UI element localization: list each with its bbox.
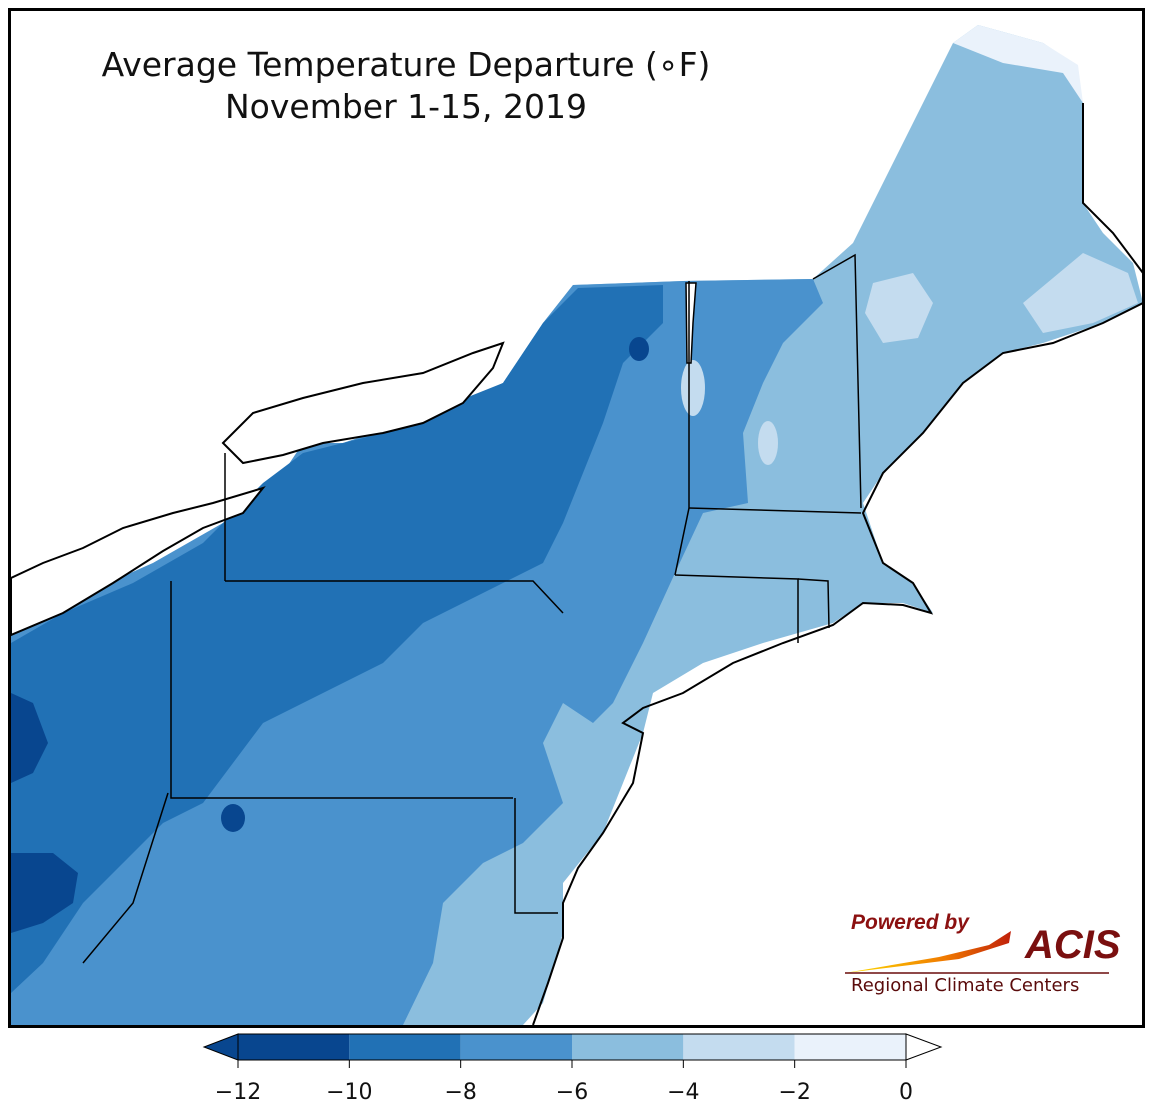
colorbar	[202, 1033, 943, 1068]
map-title: Average Temperature Departure (∘F)	[101, 45, 711, 84]
region-near-normal	[953, 25, 1083, 103]
colorbar-tick-label: −4	[667, 1080, 700, 1105]
colorbar-extend-low	[202, 1033, 239, 1061]
region-medium-cold	[11, 279, 823, 1025]
acis-label: ACIS	[1025, 923, 1121, 967]
acis-logo: Powered by ACIS Regional Climate Centers	[839, 909, 1121, 1005]
region-mild-vermont	[681, 360, 705, 416]
temperature-departure-map	[11, 25, 1142, 1025]
map-subtitle: November 1-15, 2019	[224, 87, 588, 126]
map-panel: Average Temperature Departure (∘F) Novem…	[8, 8, 1145, 1028]
colorbar-segment	[572, 1034, 684, 1060]
colorbar-segment	[460, 1034, 572, 1060]
acis-swoosh-icon	[845, 931, 1109, 974]
region-very-cold-ny	[629, 337, 649, 361]
region-cold	[11, 285, 663, 993]
lake-erie	[11, 486, 266, 637]
colorbar-extend-high	[905, 1033, 943, 1061]
colorbar-tick-label: 0	[899, 1080, 913, 1105]
colorbar-tick-label: −2	[778, 1080, 811, 1105]
colorbar-segment	[794, 1034, 906, 1060]
region-mild-nh	[758, 421, 778, 465]
region-very-cold-pa	[221, 804, 245, 832]
colorbar-segment	[683, 1034, 795, 1060]
region-mild-maine-coast	[1023, 253, 1138, 333]
colorbar-tick-label: −6	[555, 1080, 589, 1105]
colorbar-segment	[238, 1034, 350, 1060]
colorbar-segment	[349, 1034, 461, 1060]
colorbar-tick-label: −10	[326, 1080, 373, 1105]
powered-by-label: Powered by	[851, 911, 969, 934]
region-very-cold-southwest	[11, 853, 78, 933]
region-mild-maine	[865, 273, 933, 343]
coastline	[532, 103, 1142, 1025]
region-very-cold-west	[11, 693, 48, 783]
state-borders	[82, 253, 862, 964]
regional-climate-centers-label: Regional Climate Centers	[851, 975, 1080, 996]
lake-ontario	[221, 341, 505, 465]
colorbar-tick-label: −12	[214, 1080, 262, 1105]
colorbar-tick-label: −8	[444, 1080, 477, 1105]
